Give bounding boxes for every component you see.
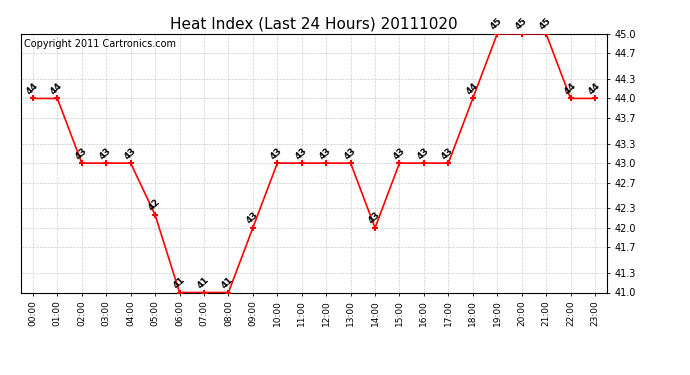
Text: 43: 43 bbox=[73, 146, 89, 161]
Text: 44: 44 bbox=[464, 81, 480, 96]
Text: Copyright 2011 Cartronics.com: Copyright 2011 Cartronics.com bbox=[23, 39, 176, 49]
Text: 41: 41 bbox=[220, 275, 235, 290]
Text: 43: 43 bbox=[415, 146, 431, 161]
Text: 45: 45 bbox=[538, 16, 553, 32]
Text: 43: 43 bbox=[98, 146, 113, 161]
Text: 43: 43 bbox=[293, 146, 308, 161]
Text: 42: 42 bbox=[147, 197, 162, 213]
Text: 43: 43 bbox=[440, 146, 455, 161]
Text: 45: 45 bbox=[489, 16, 504, 32]
Text: 41: 41 bbox=[171, 275, 186, 290]
Text: 43: 43 bbox=[122, 146, 137, 161]
Title: Heat Index (Last 24 Hours) 20111020: Heat Index (Last 24 Hours) 20111020 bbox=[170, 16, 457, 31]
Text: 43: 43 bbox=[391, 146, 406, 161]
Text: 44: 44 bbox=[562, 81, 578, 96]
Text: 44: 44 bbox=[49, 81, 64, 96]
Text: 43: 43 bbox=[269, 146, 284, 161]
Text: 44: 44 bbox=[586, 81, 602, 96]
Text: 43: 43 bbox=[244, 210, 260, 226]
Text: 45: 45 bbox=[513, 16, 529, 32]
Text: 43: 43 bbox=[318, 146, 333, 161]
Text: 43: 43 bbox=[366, 210, 382, 226]
Text: 41: 41 bbox=[196, 275, 211, 290]
Text: 44: 44 bbox=[25, 81, 40, 96]
Text: 43: 43 bbox=[342, 146, 357, 161]
